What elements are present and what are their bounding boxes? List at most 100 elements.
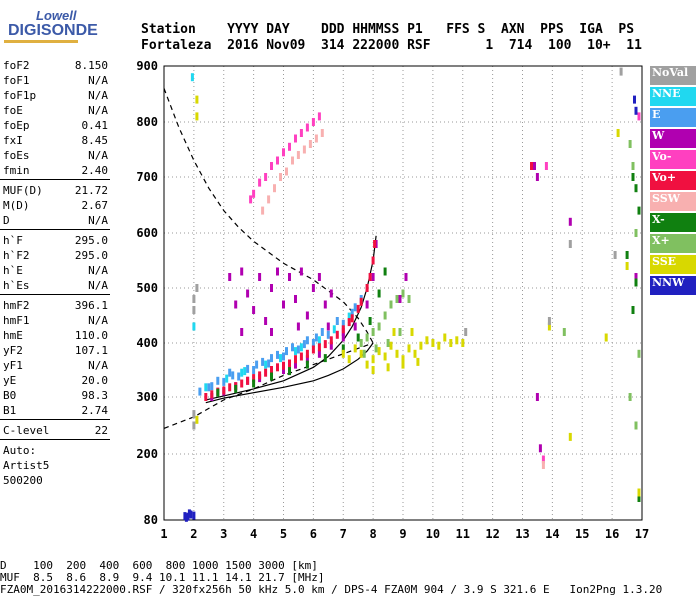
echo-point (317, 112, 321, 121)
echo-point (243, 367, 247, 376)
echo-point (282, 148, 285, 157)
echo-point (279, 354, 282, 363)
echo-point (317, 349, 321, 358)
echo-point (371, 355, 375, 364)
echo-point (637, 349, 641, 358)
echo-point (395, 349, 399, 358)
echo-point (231, 371, 235, 380)
param-name: fmin (3, 164, 30, 177)
param-name: yF2 (3, 344, 23, 357)
echo-point (368, 317, 372, 325)
echo-point (341, 319, 345, 328)
echo-point (195, 95, 199, 104)
echo-point (270, 328, 273, 336)
param-row: B1 2.74 (0, 403, 110, 418)
echo-point (192, 322, 196, 331)
echo-point (282, 366, 285, 374)
param-value: 98.3 (81, 389, 109, 402)
echo-point (198, 387, 202, 396)
echo-point (634, 278, 638, 287)
x-tick-label: 7 (340, 527, 347, 541)
echo-point (299, 352, 303, 361)
echo-point (359, 339, 363, 347)
echo-point (365, 300, 369, 309)
param-value: N/A (88, 314, 108, 327)
param-name: hmF2 (3, 299, 30, 312)
param-value: 2.67 (81, 199, 109, 212)
echo-point (634, 184, 638, 193)
echo-point (568, 240, 572, 248)
echo-point (246, 289, 250, 298)
echo-point (299, 129, 303, 137)
echo-point (282, 361, 285, 370)
param-row: h`E N/A (0, 263, 110, 278)
echo-point (631, 162, 635, 170)
x-tick-label: 2 (190, 527, 197, 541)
footer-distance-line: D 100 200 400 600 800 1000 1500 3000 [km… (0, 559, 318, 572)
echo-point (383, 352, 387, 361)
echo-point (604, 333, 608, 342)
echo-point (371, 273, 375, 281)
y-tick-label: 200 (136, 447, 158, 461)
echo-point (628, 140, 632, 148)
echo-point (455, 336, 459, 345)
echo-point (216, 376, 220, 385)
echo-point (264, 317, 268, 325)
echo-point (288, 273, 291, 281)
echo-point (631, 306, 635, 314)
echo-point (386, 363, 390, 372)
echo-point (335, 330, 339, 339)
echo-point (267, 359, 271, 368)
echo-point (373, 240, 377, 248)
echo-point (616, 129, 620, 137)
echo-point (329, 289, 333, 298)
param-row: C-level 22 (0, 423, 110, 438)
echo-point (535, 173, 539, 181)
param-row: MUF(D) 21.72 (0, 183, 110, 198)
echo-point (356, 333, 360, 342)
echo-point (288, 359, 291, 368)
echo-point (320, 328, 324, 336)
param-name: yE (3, 374, 17, 387)
echo-point (270, 284, 273, 292)
echo-point (410, 328, 414, 336)
y-tick-label: 400 (136, 336, 158, 350)
param-row: fxI 8.45 (0, 133, 110, 148)
echo-point (240, 267, 244, 276)
echo-point (184, 513, 188, 522)
param-name: yF1 (3, 359, 23, 372)
dashed-profile-curve (163, 342, 374, 429)
echo-point (443, 333, 447, 342)
echo-point (305, 311, 309, 320)
echo-point (270, 372, 273, 381)
param-name: B1 (3, 404, 17, 417)
echo-point (538, 444, 542, 453)
echo-point (258, 371, 262, 380)
echo-point (389, 300, 393, 309)
echo-point (270, 354, 273, 363)
echo-point (264, 173, 268, 181)
legend-entry: W (650, 129, 696, 148)
echo-point (276, 267, 279, 276)
param-value: N/A (88, 149, 108, 162)
footer: D 100 200 400 600 800 1000 1500 3000 [km… (0, 560, 662, 596)
logo-line1: Lowell (36, 8, 77, 23)
echo-point (353, 344, 357, 353)
param-name: D (3, 214, 10, 227)
echo-point (323, 354, 327, 363)
legend-entry: E (650, 108, 696, 127)
param-name: fxI (3, 134, 23, 147)
x-tick-label: 10 (426, 527, 440, 541)
echo-point (252, 374, 256, 383)
echo-point (547, 322, 551, 331)
echo-point (631, 173, 635, 181)
header-labels: Station YYYY DAY DDD HHMMSS P1 FFS S AXN… (141, 22, 635, 37)
echo-point (294, 360, 297, 369)
echo-point (353, 322, 357, 331)
param-value: N/A (88, 104, 108, 117)
param-value: N/A (88, 214, 108, 227)
param-name: hmE (3, 329, 23, 342)
echo-point (192, 410, 196, 419)
dashed-profile-curve (163, 88, 374, 344)
echo-point (225, 374, 229, 383)
